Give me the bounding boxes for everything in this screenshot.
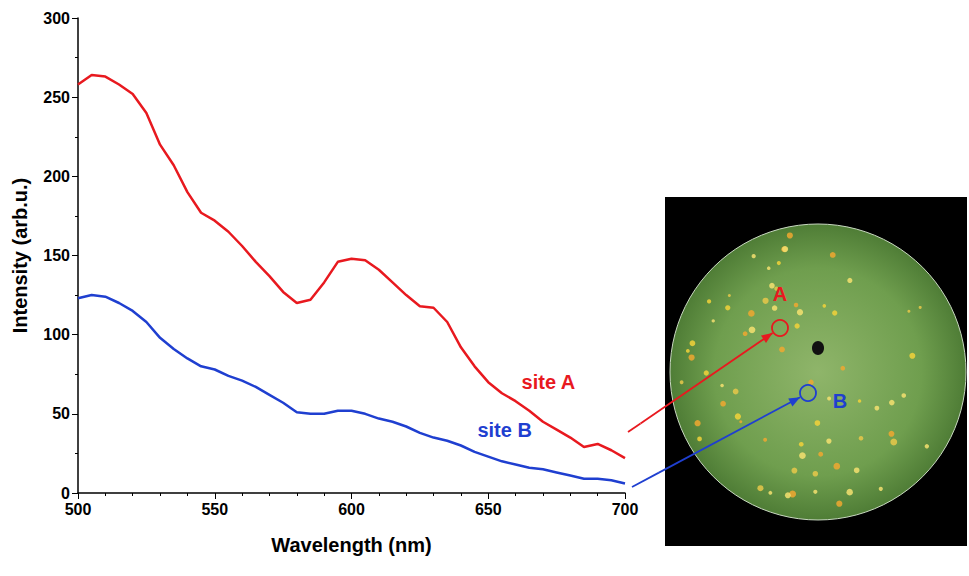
svg-text:A: A (773, 283, 787, 305)
svg-text:50: 50 (52, 405, 70, 422)
svg-text:500: 500 (65, 501, 92, 518)
svg-text:100: 100 (43, 326, 70, 343)
svg-text:550: 550 (201, 501, 228, 518)
svg-text:0: 0 (61, 485, 70, 502)
svg-text:B: B (833, 390, 847, 412)
svg-text:site A: site A (522, 371, 576, 393)
svg-text:Wavelength (nm): Wavelength (nm) (271, 534, 431, 556)
svg-text:300: 300 (43, 10, 70, 27)
svg-text:650: 650 (475, 501, 502, 518)
svg-text:600: 600 (338, 501, 365, 518)
svg-text:250: 250 (43, 89, 70, 106)
svg-text:site B: site B (477, 419, 531, 441)
svg-text:150: 150 (43, 247, 70, 264)
svg-text:200: 200 (43, 168, 70, 185)
svg-text:700: 700 (612, 501, 639, 518)
svg-text:Intensity (arb.u.): Intensity (arb.u.) (9, 178, 31, 334)
